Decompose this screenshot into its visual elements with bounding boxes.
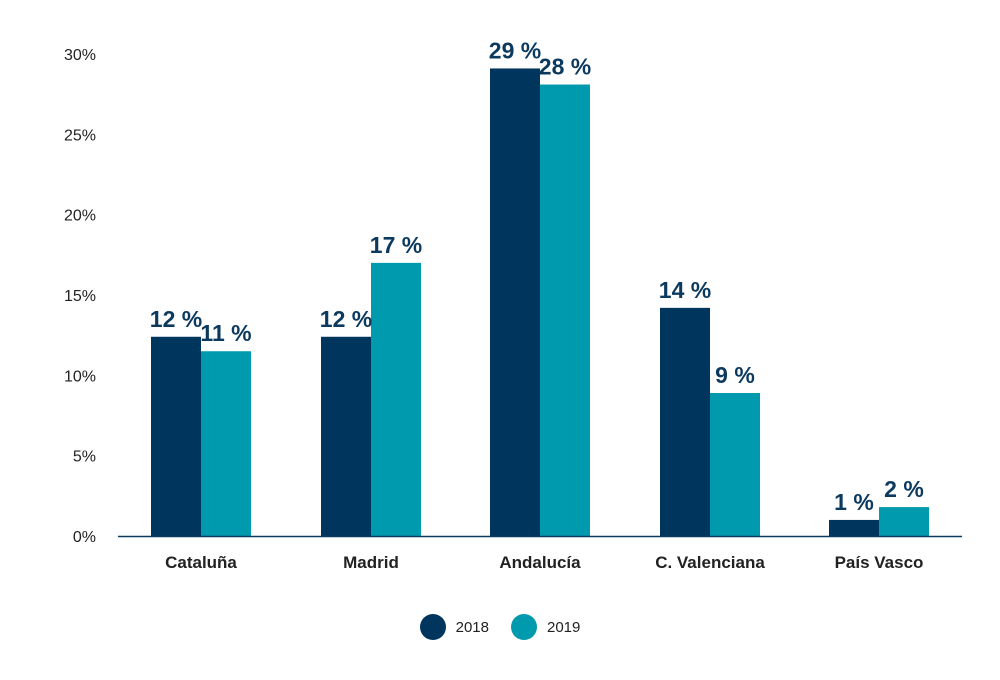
y-tick-label: 0% xyxy=(73,529,96,546)
data-label-2019-0: 11 % xyxy=(200,320,251,346)
category-label: Cataluña xyxy=(165,553,237,572)
bar-2018-2 xyxy=(490,68,540,537)
data-label-2018-1: 12 % xyxy=(320,306,372,332)
y-tick-label: 20% xyxy=(64,208,96,225)
x-axis-category-labels: Cataluña Madrid Andalucía C. Valenciana País… xyxy=(165,553,923,572)
data-label-2019-1: 17 % xyxy=(370,232,422,258)
data-label-2018-0: 12 % xyxy=(150,306,202,332)
bars xyxy=(151,68,929,537)
data-labels: 12 % 12 % 29 % 14 % 1 % 11 % 17 % 28 % 9 % 2 % xyxy=(150,37,924,514)
bar-2018-1 xyxy=(321,336,371,536)
y-tick-label: 5% xyxy=(73,449,96,466)
data-label-2018-3: 14 % xyxy=(659,277,711,303)
bar-2019-3 xyxy=(710,393,760,536)
bar-chart: 0%5%10%15%20%25%30% 12 % 12 %29 %14 %1 %1… xyxy=(64,37,962,572)
legend-swatch-2018 xyxy=(419,614,446,640)
legend-item-2019: 2019 xyxy=(511,614,580,640)
legend-label-2019: 2019 xyxy=(547,618,581,636)
y-tick-label: 30% xyxy=(64,47,96,64)
category-label: País Vasco xyxy=(835,553,924,572)
bar-2019-2 xyxy=(540,84,590,536)
bar-2018-0 xyxy=(151,336,201,536)
legend-label-2018: 2018 xyxy=(455,618,489,636)
legend-item-2018: 2018 xyxy=(419,614,489,640)
bar-2019-1 xyxy=(371,262,421,536)
category-label: Andalucía xyxy=(499,553,581,572)
y-tick-label: 25% xyxy=(64,127,96,144)
data-label-2019-4: 2 % xyxy=(884,476,924,502)
data-label-2018-4: 1 % xyxy=(834,489,874,515)
y-axis-ticks: 0% 5% 10% 15% 20% 25% 30% xyxy=(64,47,96,546)
bar-2019-0 xyxy=(201,351,251,536)
bar-2018-3 xyxy=(660,307,710,536)
legend: 2018 2019 xyxy=(0,614,1000,640)
category-label: Madrid xyxy=(343,553,399,572)
data-label-2018-2: 29 % xyxy=(489,37,541,63)
data-label-2019-2: 28 % xyxy=(539,54,591,80)
bar-2018-4 xyxy=(829,519,879,536)
data-label-2019-3: 9 % xyxy=(715,362,755,388)
category-label: C. Valenciana xyxy=(655,553,765,572)
legend-swatch-2019 xyxy=(511,614,537,640)
bar-2019-4 xyxy=(879,507,929,536)
y-tick-label: 15% xyxy=(64,288,96,305)
y-tick-label: 10% xyxy=(64,368,96,385)
